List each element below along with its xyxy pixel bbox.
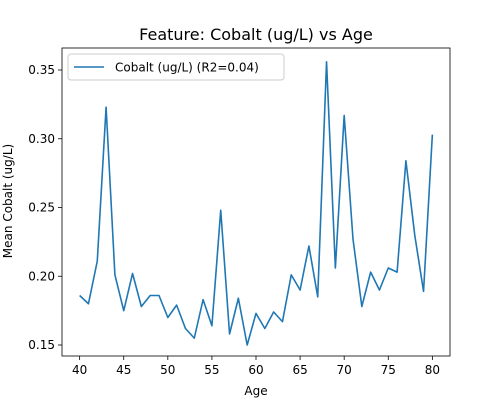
- series-line: [79, 60, 434, 346]
- x-tick-label: 45: [116, 363, 131, 377]
- y-tick-label: 0.20: [28, 269, 55, 283]
- legend-box: [67, 53, 285, 81]
- legend-label: Cobalt (ug/L) (R2=0.04): [115, 61, 259, 75]
- x-axis: 40 45 50 55 60 65 70 75 80: [72, 356, 440, 377]
- plot-area: [79, 60, 434, 346]
- x-tick-label: 65: [292, 363, 307, 377]
- x-axis-label: Age: [244, 384, 267, 398]
- y-tick-label: 0.30: [28, 132, 55, 146]
- x-tick-label: 80: [425, 363, 440, 377]
- x-tick-label: 55: [204, 363, 219, 377]
- y-axis-label: Mean Cobalt (ug/L): [1, 144, 15, 258]
- legend: Cobalt (ug/L) (R2=0.04): [67, 53, 285, 81]
- x-tick-label: 70: [337, 363, 352, 377]
- y-tick-label: 0.25: [28, 201, 55, 215]
- x-tick-label: 40: [72, 363, 87, 377]
- x-tick-label: 75: [381, 363, 396, 377]
- x-tick-label: 50: [160, 363, 175, 377]
- x-tick-label: 60: [248, 363, 263, 377]
- chart-title: Feature: Cobalt (ug/L) vs Age: [139, 25, 373, 44]
- plot-frame: [61, 47, 451, 357]
- y-tick-label: 0.35: [28, 63, 55, 77]
- y-tick-label: 0.15: [28, 338, 55, 352]
- y-axis: 0.15 0.20 0.25 0.30 0.35: [28, 63, 62, 352]
